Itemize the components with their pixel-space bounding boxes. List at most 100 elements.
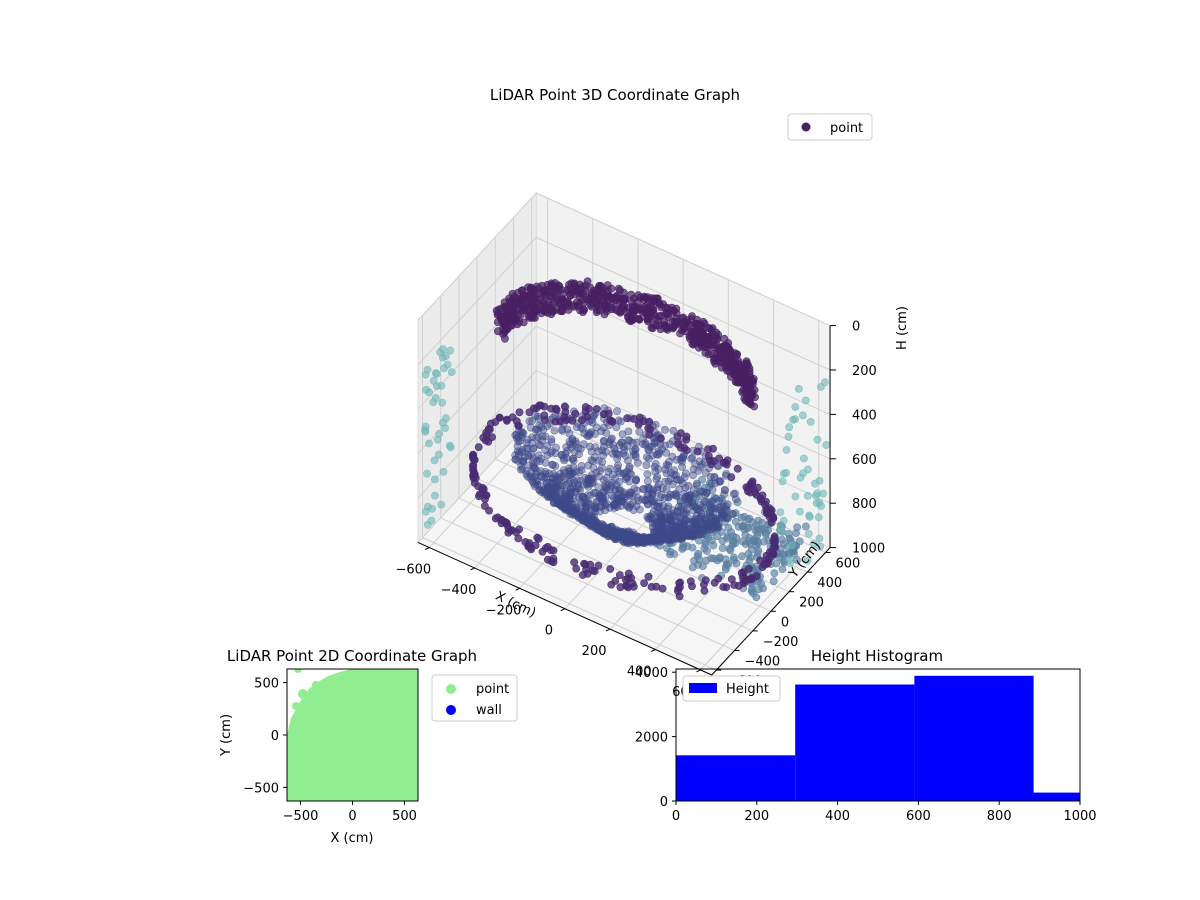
scatter-point-ring	[634, 420, 643, 429]
scatter-point-wall	[795, 384, 803, 393]
scatter-point-ring	[578, 416, 586, 425]
scatter-point-bowl	[557, 450, 566, 459]
gridline-h	[417, 192, 831, 327]
scatter-point-upper	[687, 314, 696, 323]
scatter-point-ring	[769, 550, 778, 559]
scatter-point-ring	[645, 430, 654, 439]
scatter-point-bowl	[572, 423, 581, 431]
scatter-point-wall	[430, 475, 439, 484]
y-tick-label-2d: 500	[254, 677, 279, 692]
scatter-point-upper	[583, 277, 592, 286]
scatter-point-wall	[784, 432, 793, 441]
scatter-point-wall	[431, 394, 440, 402]
scatter-point-bowl	[599, 476, 608, 485]
scatter-point-bowl	[607, 435, 615, 444]
h-tick-label-3d: 400	[852, 408, 877, 423]
scatter-point-ring	[580, 559, 588, 568]
scatter-point-wall	[785, 423, 793, 432]
y-tick-label-2d: 0	[271, 729, 279, 744]
scatter-point	[292, 702, 300, 710]
scatter-point-floor	[701, 538, 710, 546]
scatter-point-ring	[525, 539, 534, 547]
scatter-point-ring	[502, 416, 511, 425]
scatter-point-floor	[795, 537, 804, 546]
scatter-point-upper	[639, 295, 648, 304]
scatter-point-floor	[716, 553, 724, 562]
scatter-point-upper	[669, 324, 677, 333]
legend-marker-wall	[446, 705, 456, 715]
scatter-point-upper	[519, 318, 528, 327]
scatter-point-wall	[786, 559, 795, 567]
scatter-point-bowl	[655, 449, 664, 457]
scatter-point-upper	[507, 303, 516, 312]
scatter-point-upper	[572, 286, 581, 294]
legend-marker-point	[801, 122, 811, 132]
scatter-point-bowl	[570, 447, 579, 456]
scatter-point-ring	[512, 528, 521, 537]
scatter-point-bowl	[549, 469, 558, 478]
scatter-point-bowl	[541, 458, 550, 467]
scatter-point-wall	[778, 527, 787, 536]
scatter-point-bowl	[616, 417, 625, 426]
scatter-point-ring	[721, 458, 730, 467]
scatter-point-bowl	[650, 501, 659, 509]
scatter-point-bowl	[656, 493, 665, 502]
scatter-point-ring	[606, 565, 615, 573]
scatter-point-wall	[822, 441, 831, 449]
scatter-point-bowl	[589, 457, 597, 465]
legend-marker-point	[446, 684, 456, 694]
scatter-point-ring	[644, 424, 653, 433]
scatter-point-bowl	[513, 434, 521, 442]
scatter-point-ring	[552, 405, 561, 414]
scatter-point-floor	[802, 522, 810, 531]
scatter-point-bowl	[633, 493, 642, 502]
scatter-point-ring	[583, 569, 592, 578]
scatter-point-floor	[718, 544, 727, 552]
scatter-point-ring	[710, 578, 719, 587]
scatter-point-bowl	[549, 484, 558, 493]
scatter-point-ring	[497, 519, 506, 528]
scatter-point-bowl	[619, 537, 628, 546]
scatter-point-floor	[744, 537, 753, 546]
scatter-point-upper	[579, 308, 587, 316]
scatter-point-floor	[726, 546, 735, 555]
scatter-point-upper	[680, 318, 689, 327]
scatter-point-bowl	[533, 456, 542, 465]
y-tick-label-3d: 600	[836, 557, 861, 572]
scatter-point-wall	[791, 492, 800, 501]
scatter-point-bowl	[631, 450, 640, 459]
scatter-point-bowl	[511, 455, 520, 464]
scatter-point-bowl	[644, 477, 652, 486]
scatter-point-floor	[793, 523, 801, 532]
scatter-point-bowl	[689, 471, 697, 480]
scatter-point-bowl	[548, 460, 557, 469]
scatter-point-upper	[600, 310, 609, 319]
scatter-point-bowl	[524, 435, 532, 444]
scatter-point-bowl	[612, 423, 621, 432]
scatter-point-wall	[443, 360, 452, 369]
scatter-point-ring	[534, 535, 543, 543]
scatter-point	[408, 670, 418, 680]
scatter-point-ring	[757, 497, 766, 506]
scatter-point-ring	[488, 433, 496, 441]
scatter-point-ring	[635, 413, 644, 422]
scatter-point-ring	[594, 561, 603, 570]
scatter-point-bowl	[547, 435, 556, 444]
scatter-point-upper	[621, 294, 629, 303]
scatter-point-floor	[730, 553, 738, 562]
histogram-legend: Height	[682, 675, 781, 702]
scatter-point-bowl	[662, 460, 671, 469]
scatter-point-bowl	[540, 487, 549, 496]
x-tick-label-histogram: 200	[744, 809, 769, 824]
scatter-point-wall	[816, 542, 825, 551]
scatter-point-wall	[779, 516, 788, 525]
scatter-point-bowl	[620, 469, 629, 478]
scatter-point-ring	[491, 514, 500, 523]
scatter-point-bowl	[533, 425, 541, 433]
scatter-point-floor	[699, 562, 707, 570]
scatter-point-upper	[592, 308, 601, 317]
scatter-point-bowl	[644, 514, 653, 523]
scatter-point-floor	[748, 518, 757, 526]
scatter-point-bowl	[606, 464, 614, 473]
scatter-point-wall	[813, 435, 822, 444]
